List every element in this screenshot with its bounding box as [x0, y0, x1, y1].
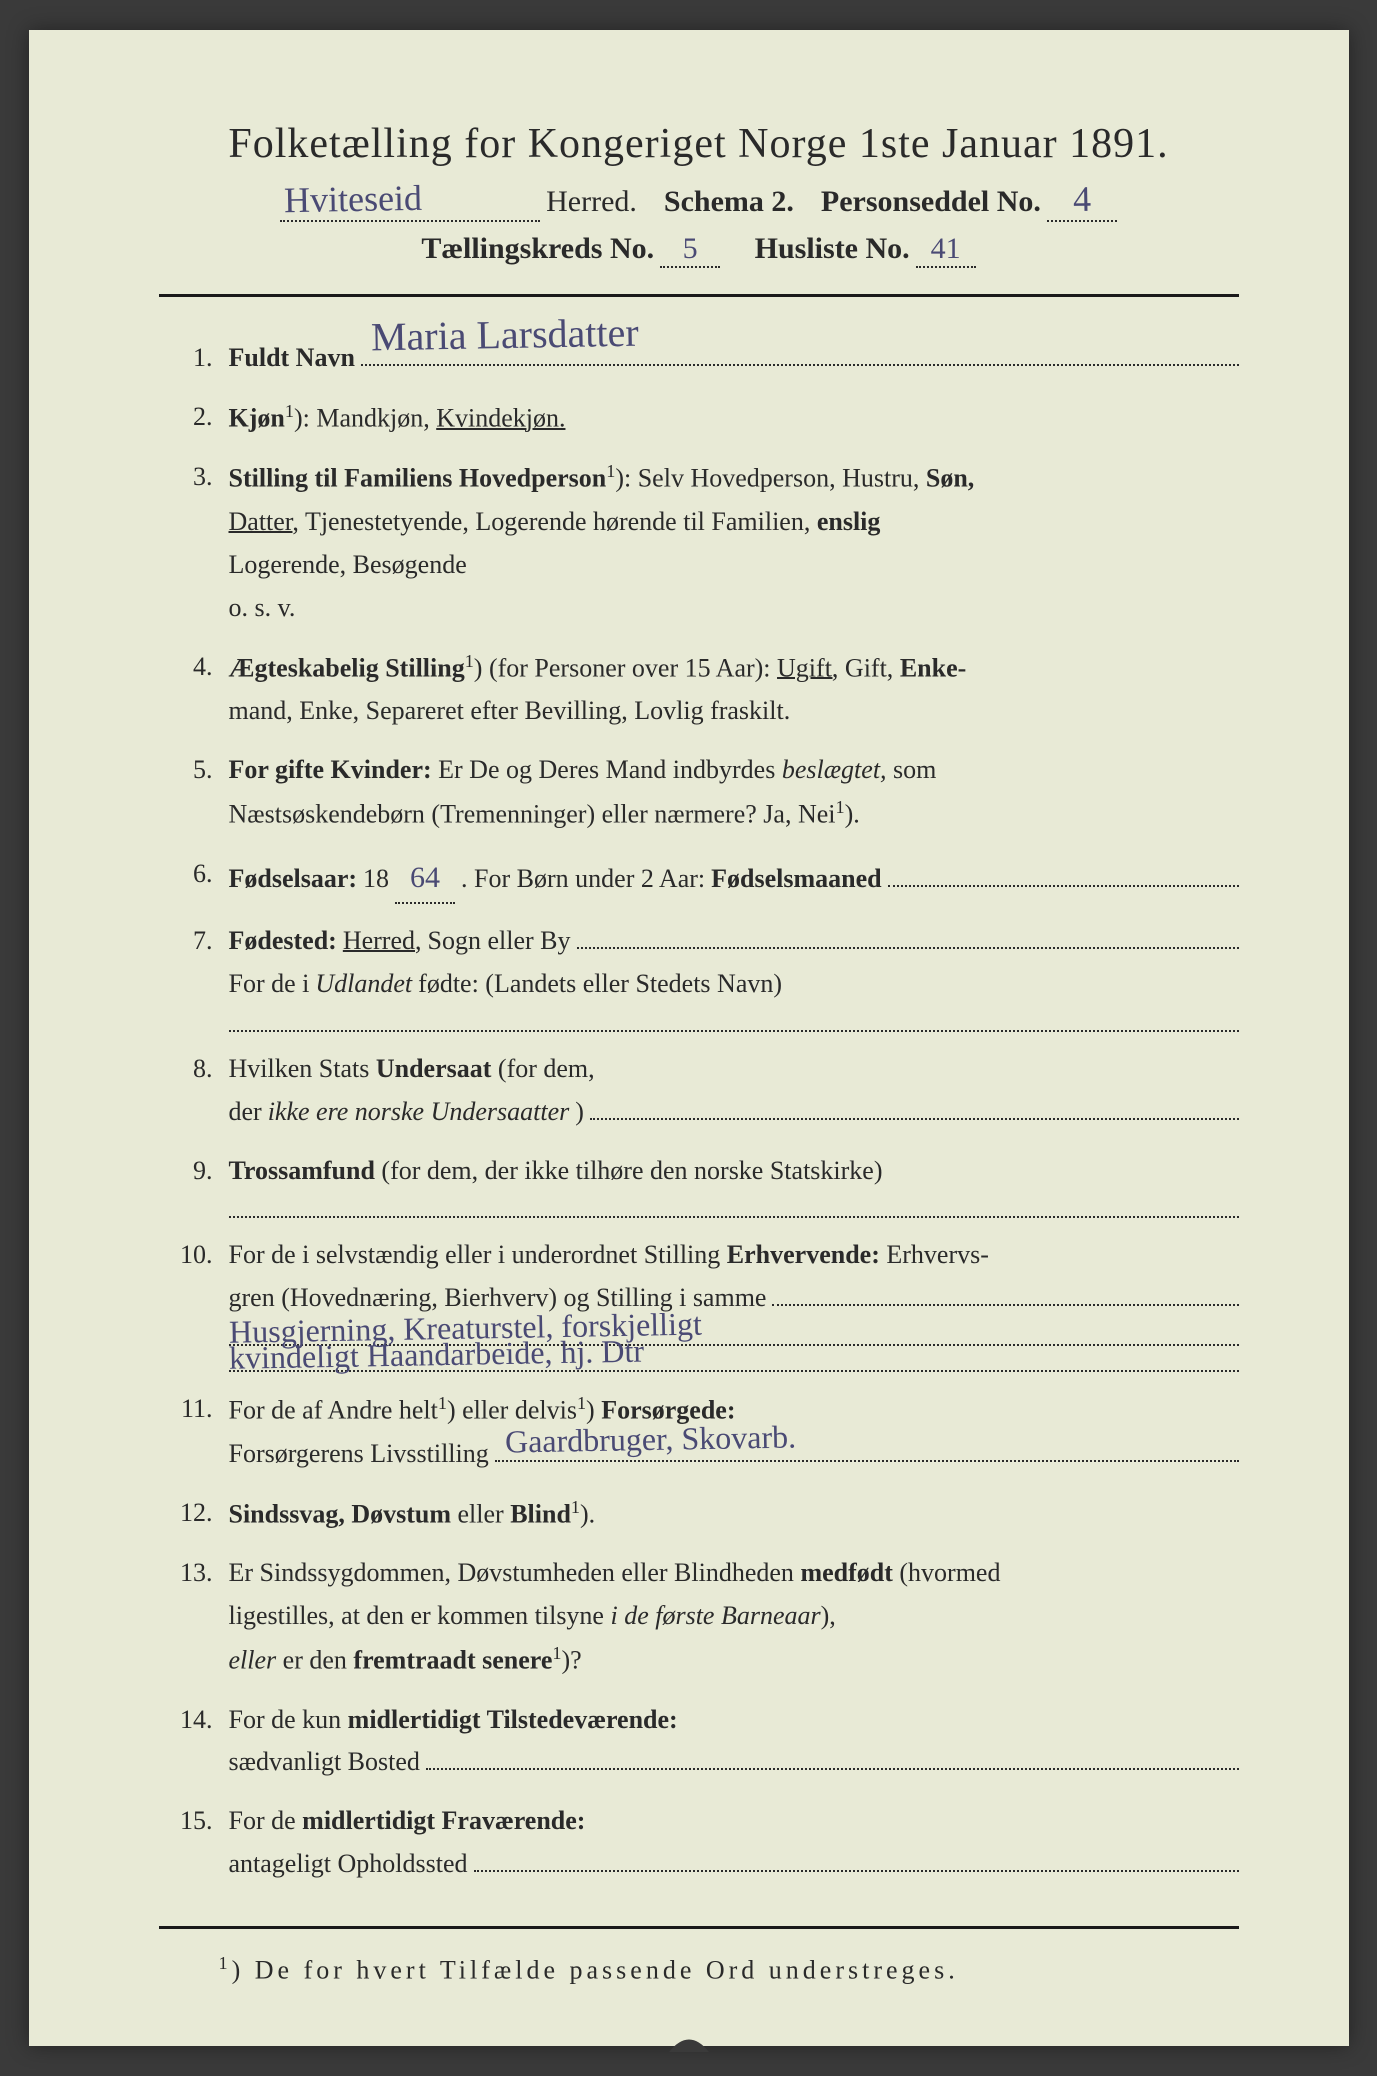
- item-11: 11. For de af Andre helt1) eller delvis1…: [169, 1388, 1239, 1475]
- schema-label: Schema 2.: [664, 185, 794, 219]
- ugift-underlined: Ugift,: [777, 653, 838, 682]
- header: Folketælling for Kongeriget Norge 1ste J…: [159, 120, 1239, 268]
- item-num: 8.: [169, 1048, 229, 1091]
- form-items: 1. Fuldt Navn Maria Larsdatter 2. Kjøn1)…: [159, 337, 1239, 1886]
- page-tear: [609, 2022, 769, 2052]
- husliste-no: 41: [931, 232, 961, 266]
- item-5: 5. For gifte Kvinder: Er De og Deres Man…: [169, 749, 1239, 836]
- item-num: 9.: [169, 1150, 229, 1193]
- label-medfodt: medfødt: [800, 1558, 892, 1587]
- label-aegteskab: Ægteskabelig Stilling: [229, 653, 465, 682]
- item-7: 7. Fødested: Herred, Sogn eller By For d…: [169, 920, 1239, 1032]
- label-erhvervende: Erhvervende:: [727, 1240, 880, 1269]
- label-tilstede: midlertidigt Tilstedeværende:: [348, 1705, 678, 1734]
- item-num: 11.: [169, 1388, 229, 1431]
- item-num: 14.: [169, 1699, 229, 1742]
- item-num: 2.: [169, 396, 229, 439]
- footnote: 1) De for hvert Tilfælde passende Ord un…: [159, 1953, 1239, 1986]
- husliste-label: Husliste No.: [755, 232, 910, 266]
- item-num: 12.: [169, 1492, 229, 1535]
- datter-underlined: Datter,: [229, 507, 299, 536]
- item-num: 7.: [169, 920, 229, 963]
- label-fodselsaar: Fødselsaar:: [229, 858, 358, 901]
- main-title: Folketælling for Kongeriget Norge 1ste J…: [159, 120, 1239, 168]
- item-num: 15.: [169, 1800, 229, 1843]
- item-9: 9. Trossamfund (for dem, der ikke tilhør…: [169, 1150, 1239, 1219]
- forsorger-hw: Gaardbruger, Skovarb.: [504, 1410, 796, 1468]
- herred-handwritten: Hviteseid: [284, 177, 423, 221]
- divider-bottom: [159, 1926, 1239, 1929]
- name-handwritten: Maria Larsdatter: [370, 300, 639, 371]
- item-1: 1. Fuldt Navn Maria Larsdatter: [169, 337, 1239, 380]
- item-12: 12. Sindssvag, Døvstum eller Blind1).: [169, 1492, 1239, 1537]
- label-trossamfund: Trossamfund: [229, 1156, 375, 1185]
- item-14: 14. For de kun midlertidigt Tilstedevære…: [169, 1699, 1239, 1785]
- item-15: 15. For de midlertidigt Fraværende: anta…: [169, 1800, 1239, 1886]
- item-num: 3.: [169, 456, 229, 499]
- item-num: 6.: [169, 853, 229, 896]
- label-stilling: Stilling til Familiens Hovedperson: [229, 464, 607, 493]
- item-6: 6. Fødselsaar: 1864 . For Børn under 2 A…: [169, 853, 1239, 905]
- kvindekjon-underlined: Kvindekjøn.: [436, 404, 565, 433]
- header-line-3: Tællingskreds No. 5 Husliste No. 41: [159, 232, 1239, 268]
- item-3: 3. Stilling til Familiens Hovedperson1):…: [169, 456, 1239, 629]
- census-form: Folketælling for Kongeriget Norge 1ste J…: [29, 30, 1349, 2046]
- label-kjon: Kjøn: [229, 404, 285, 433]
- label-fravaerende: midlertidigt Fraværende:: [302, 1806, 585, 1835]
- item-num: 10.: [169, 1234, 229, 1277]
- divider-top: [159, 294, 1239, 297]
- item-13: 13. Er Sindssygdommen, Døvstumheden elle…: [169, 1552, 1239, 1682]
- item-num: 13.: [169, 1552, 229, 1595]
- personseddel-label: Personseddel No.: [821, 185, 1041, 219]
- item-4: 4. Ægteskabelig Stilling1) (for Personer…: [169, 646, 1239, 733]
- label-fuldt-navn: Fuldt Navn: [229, 337, 355, 380]
- kreds-label: Tællingskreds No.: [421, 232, 654, 266]
- label-gifte-kvinder: For gifte Kvinder:: [229, 755, 432, 784]
- item-10: 10. For de i selvstændig eller i underor…: [169, 1234, 1239, 1372]
- herred-label: Herred.: [546, 185, 637, 219]
- personseddel-no: 4: [1073, 178, 1092, 220]
- item-2: 2. Kjøn1): Mandkjøn, Kvindekjøn.: [169, 396, 1239, 441]
- label-undersaat: Undersaat: [376, 1054, 492, 1083]
- item-8: 8. Hvilken Stats Undersaat (for dem, der…: [169, 1048, 1239, 1134]
- label-sindssvag: Sindssvag, Døvstum: [229, 1499, 452, 1528]
- year-handwritten: 64: [410, 853, 440, 903]
- item-num: 1.: [169, 337, 229, 380]
- label-fodested: Fødested:: [229, 920, 337, 963]
- item-num: 5.: [169, 749, 229, 792]
- header-line-2: Hviteseid Herred. Schema 2. Personseddel…: [159, 178, 1239, 222]
- kreds-no: 5: [683, 232, 698, 266]
- item-num: 4.: [169, 646, 229, 689]
